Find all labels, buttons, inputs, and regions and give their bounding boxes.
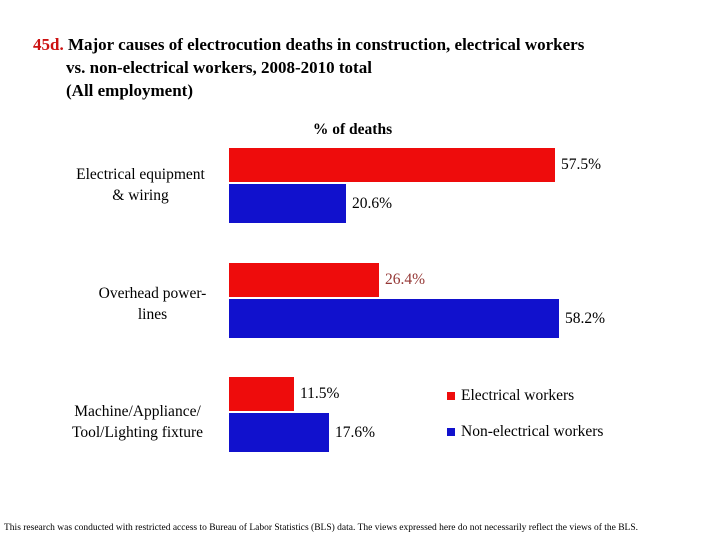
chart-title: 45d. Major causes of electrocution death… — [33, 33, 693, 102]
bar-electrical-group-3 — [229, 377, 294, 411]
bar-row: 57.5% — [229, 148, 601, 182]
bar-value-label: 11.5% — [300, 385, 340, 402]
category-label-line: Tool/Lighting fixture — [71, 424, 204, 441]
bar-value-label: 26.4% — [385, 271, 426, 288]
bar-electrical-group-2 — [229, 263, 379, 297]
category-label-line: Overhead power- — [98, 285, 207, 302]
bar-row: 58.2% — [229, 299, 605, 338]
bar-value-label: 17.6% — [335, 423, 376, 441]
legend-item-electrical-workers: Electrical workers — [447, 387, 575, 404]
title-line-2: vs. non-electrical workers, 2008-2010 to… — [66, 58, 372, 77]
category-label-line: & wiring — [112, 187, 169, 204]
title-text: Major causes of electrocution deaths in … — [67, 35, 585, 54]
bar-value-label: 57.5% — [561, 156, 602, 173]
footer-disclaimer: This research was conducted with restric… — [4, 523, 639, 533]
category-label-electrical-equipment: Electrical equipment & wiring — [38, 164, 243, 206]
title-line-3: (All employment) — [66, 81, 194, 100]
bar-non-electrical-group-1 — [229, 184, 346, 223]
bar-row: 11.5% — [229, 377, 339, 411]
legend-label: Non-electrical workers — [461, 423, 604, 440]
legend-swatch-blue-icon — [447, 428, 455, 436]
category-label-line: Machine/Appliance/ — [74, 403, 201, 420]
bar-row: 26.4% — [229, 263, 425, 297]
title-line-1: 45d. Major causes of electrocution death… — [33, 33, 693, 56]
legend-swatch-red-icon — [447, 392, 455, 400]
bar-non-electrical-group-2 — [229, 299, 559, 338]
legend-label: Electrical workers — [461, 387, 575, 404]
title-number: 45d. — [33, 35, 64, 54]
category-label-overhead-powerlines: Overhead power- lines — [50, 283, 255, 325]
category-label-line: Electrical equipment — [76, 166, 205, 183]
bar-row: 17.6% — [229, 413, 375, 452]
bar-row: 20.6% — [229, 184, 392, 223]
bar-value-label: 58.2% — [565, 309, 606, 327]
category-label-machine-appliance: Machine/Appliance/ Tool/Lighting fixture — [35, 401, 240, 443]
legend-item-non-electrical-workers: Non-electrical workers — [447, 423, 604, 440]
bar-value-label: 20.6% — [352, 194, 393, 212]
axis-title: % of deaths — [312, 121, 393, 138]
category-label-line: lines — [137, 306, 168, 323]
bar-electrical-group-1 — [229, 148, 555, 182]
bar-non-electrical-group-3 — [229, 413, 329, 452]
